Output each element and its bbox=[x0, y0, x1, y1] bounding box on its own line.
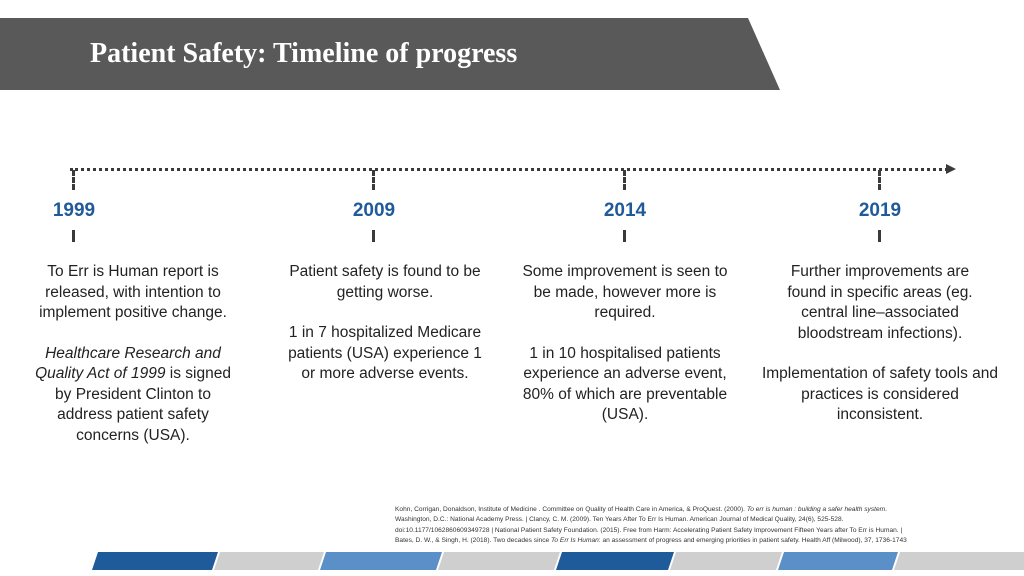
tick-2019-bottom bbox=[878, 230, 884, 242]
column-2009: Patient safety is found to be getting wo… bbox=[283, 262, 487, 385]
reference-line-1: Kohn, Corrigan, Donaldson, Institute of … bbox=[395, 506, 887, 513]
stripe-3 bbox=[320, 552, 442, 570]
tick-2009-bottom bbox=[372, 230, 378, 242]
stripe-6 bbox=[670, 552, 782, 570]
stripe-7 bbox=[778, 552, 898, 570]
decorative-stripes bbox=[92, 552, 1024, 570]
timeline-arrow-icon bbox=[946, 164, 956, 174]
stripe-5 bbox=[556, 552, 674, 570]
column-2014: Some improvement is seen to be made, how… bbox=[518, 262, 732, 426]
tick-2019-top bbox=[878, 170, 884, 190]
reference-line-3: doi:10.1177/1062860609349728 | National … bbox=[395, 526, 903, 534]
tick-2014-top bbox=[623, 170, 629, 190]
column-2019: Further improvements are found in specif… bbox=[760, 262, 1000, 426]
tick-1999-top bbox=[72, 170, 78, 190]
col-2019-text-2: Implementation of safety tools and pract… bbox=[761, 365, 999, 423]
stripe-8 bbox=[894, 552, 1024, 570]
stripe-1 bbox=[92, 552, 218, 570]
col-2014-text-2: 1 in 10 hospitalised patients experience… bbox=[522, 344, 728, 424]
col-2009-text-1: Patient safety is found to be getting wo… bbox=[289, 263, 481, 301]
act-name: Healthcare Research and Quality Act of 1… bbox=[35, 344, 221, 383]
reference-line-2: Washington, D.C.: National Academy Press… bbox=[395, 516, 844, 524]
year-2014: 2014 bbox=[603, 200, 647, 221]
year-2019: 2019 bbox=[858, 200, 902, 221]
col-2019-text-1: Further improvements are found in specif… bbox=[787, 263, 973, 342]
col-2014-text-1: Some improvement is seen to be made, how… bbox=[522, 263, 728, 321]
col-1999-text-2: Healthcare Research and Quality Act of 1… bbox=[33, 344, 233, 447]
column-1999: To Err is Human report is released, with… bbox=[33, 262, 233, 446]
timeline-line bbox=[70, 168, 948, 171]
title-banner: Patient Safety: Timeline of progress bbox=[0, 18, 780, 90]
references: Kohn, Corrigan, Donaldson, Institute of … bbox=[395, 505, 995, 547]
stripe-4 bbox=[438, 552, 560, 570]
col-2009-text-2: 1 in 7 hospitalized Medicare patients (U… bbox=[288, 324, 482, 382]
col-1999-text-1: To Err is Human report is released, with… bbox=[39, 263, 227, 321]
year-2009: 2009 bbox=[352, 200, 396, 221]
reference-line-4: Bates, D. W., & Singh, H. (2018). Two de… bbox=[395, 537, 907, 545]
tick-2014-bottom bbox=[623, 230, 629, 242]
tick-1999-bottom bbox=[72, 230, 78, 242]
page-title: Patient Safety: Timeline of progress bbox=[90, 38, 518, 69]
stripe-2 bbox=[214, 552, 324, 570]
act-rest: is signed by President Clinton to addres… bbox=[55, 365, 231, 444]
tick-2009-top bbox=[372, 170, 378, 190]
year-1999: 1999 bbox=[52, 200, 96, 221]
